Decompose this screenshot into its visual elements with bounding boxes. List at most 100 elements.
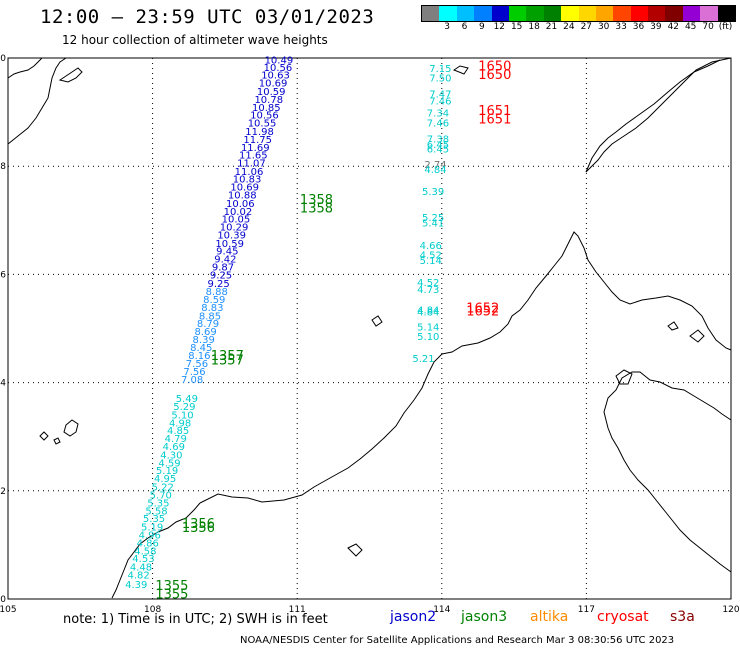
longitude-tick-label: 108	[144, 605, 161, 615]
wave-height-label: 10.56	[264, 63, 293, 74]
wave-height-label: 4.30	[160, 450, 182, 461]
legend-swatch	[422, 6, 440, 21]
legend-tick-label: 70	[702, 22, 714, 32]
legend-tick-label: 12	[493, 22, 506, 32]
legend-tick-label: 27	[580, 22, 593, 32]
wave-height-label: 4.98	[169, 418, 191, 429]
legend-swatch	[578, 6, 596, 21]
longitude-tick-label: 117	[578, 605, 595, 615]
pass-time-label: 1651	[478, 112, 511, 127]
latitude-tick-label: 6	[0, 270, 6, 280]
wave-height-label: 7.47	[429, 89, 451, 100]
wave-height-label: 4.85	[167, 426, 189, 437]
map-subtitle: 12 hour collection of altimeter wave hei…	[62, 33, 328, 47]
wave-height-label: 9.87	[212, 263, 234, 274]
satellite-legend-jason2: jason2	[390, 609, 437, 625]
wave-height-label: 5.22	[152, 482, 174, 493]
wave-height-label: 8.88	[206, 287, 228, 298]
legend-tick-label: 3	[444, 22, 450, 32]
wave-height-label: 5.35	[147, 498, 169, 509]
legend-tick-label: 18	[528, 22, 540, 32]
wave-height-label: 9.25	[208, 279, 230, 290]
wave-height-label: 4.48	[130, 562, 152, 573]
wave-height-label: 11.65	[239, 151, 268, 162]
wave-height-label: 4.95	[154, 474, 176, 485]
legend-swatch	[648, 6, 666, 21]
sulu-islands	[667, 321, 705, 343]
borneo-west-coastline	[111, 502, 201, 599]
legend-swatch	[665, 6, 683, 21]
mekong-coastline	[7, 57, 43, 79]
wave-height-label: 4.69	[163, 442, 185, 453]
wave-height-label: 10.85	[252, 103, 281, 114]
legend-swatch	[700, 6, 718, 21]
wave-height-label: 11.06	[235, 167, 264, 178]
palawan-coastline	[585, 57, 732, 173]
wave-height-label: 4.52	[417, 278, 439, 289]
anambas-islands	[39, 431, 61, 445]
legend-swatch	[508, 6, 527, 21]
legend-swatch	[595, 6, 614, 21]
wave-height-color-legend	[421, 5, 737, 22]
wave-height-label: 10.69	[259, 79, 288, 90]
legend-tick-label: 36	[632, 22, 645, 32]
pass-time-label: 1356	[182, 517, 215, 532]
satellite-legend-s3a: s3a	[670, 609, 695, 625]
altimeter-tracks: 10.4910.5610.6310.6910.5910.7810.8510.56…	[125, 55, 511, 602]
wave-height-label: 10.69	[230, 183, 259, 194]
wave-height-label: 5.35	[143, 514, 165, 525]
wave-height-label: 8.79	[197, 319, 219, 330]
longitude-tick-label: 114	[433, 605, 450, 615]
wave-height-label: 4.84	[424, 165, 446, 176]
coastlines	[7, 57, 732, 599]
wave-height-label: 5.14	[417, 323, 439, 334]
wave-height-label: 6.45	[427, 145, 449, 156]
wave-height-label: 4.52	[420, 251, 442, 262]
credit-footer: NOAA/NESDIS Center for Satellite Applica…	[240, 635, 675, 646]
wave-height-label: 5.19	[141, 522, 163, 533]
wave-height-label: 7.56	[186, 359, 208, 370]
satellite-legend-cryosat: cryosat	[597, 609, 649, 625]
wave-height-label: 9.42	[214, 254, 236, 265]
wave-height-label: 11.69	[241, 143, 270, 154]
balabac-coastline	[585, 59, 721, 173]
wave-height-label: 4.73	[417, 285, 439, 296]
wave-height-label: 10.06	[226, 199, 255, 210]
satellite-legend-altika: altika	[530, 609, 569, 625]
legend-tick-labels: 3 6 9 12 15 18 21 24 27 30 33 36 39 42 45 70 (ft)	[421, 22, 739, 34]
pass-time-label: 1357	[211, 354, 244, 369]
wave-height-label: 10.05	[222, 214, 251, 225]
legend-swatch	[630, 6, 649, 21]
wave-height-label: 4.53	[132, 554, 154, 565]
latitude-tick-label: 2	[0, 487, 6, 497]
small-island-mid	[371, 315, 383, 327]
longitude-tick-label: 120	[722, 605, 739, 615]
legend-tick-label: 33	[615, 22, 627, 32]
wave-height-label: 4.79	[165, 434, 187, 445]
wave-height-label: 10.83	[233, 174, 262, 185]
wave-height-label: 5.19	[156, 466, 178, 477]
borneo-coastline	[199, 231, 732, 504]
pass-time-label: 1652	[466, 305, 499, 320]
wave-height-label: 4.82	[127, 570, 149, 581]
wave-height-label: 7.38	[427, 134, 449, 145]
legend-swatch	[439, 6, 457, 21]
wave-height-label: 11.07	[237, 159, 266, 170]
units-note: note: 1) Time is in UTC; 2) SWH is in fe…	[63, 612, 328, 627]
wave-height-label: 4.96	[139, 530, 161, 541]
wave-height-label: 11.75	[243, 135, 272, 146]
map-title: 12:00 – 23:59 UTC 03/01/2023	[40, 6, 375, 28]
wave-height-label: 5.39	[422, 187, 444, 198]
legend-tick-label: 6	[461, 22, 468, 32]
wave-height-label: 5.21	[412, 354, 434, 365]
wave-height-label: 10.29	[220, 223, 249, 234]
banggi-island	[615, 369, 633, 385]
natuna-island	[63, 419, 79, 437]
wave-height-label: 7.08	[181, 375, 203, 386]
wave-height-label: 7.34	[427, 108, 449, 119]
longitude-tick-label: 105	[0, 605, 17, 615]
legend-swatch	[717, 6, 736, 21]
pass-time-label: 1358	[300, 202, 333, 217]
wave-height-label: 8.16	[188, 351, 210, 362]
wave-height-label: 10.78	[254, 95, 283, 106]
